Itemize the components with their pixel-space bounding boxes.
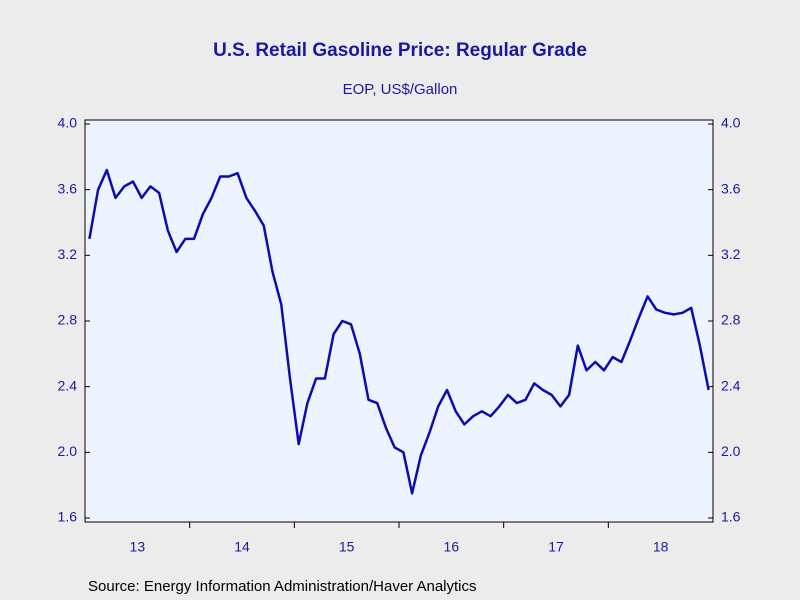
y-tick-label: 3.6 (58, 180, 78, 196)
y2-tick-label: 3.2 (721, 246, 741, 262)
y-tick-label: 2.0 (58, 443, 78, 459)
x-tick-label: 14 (234, 539, 250, 555)
y-tick-label: 2.8 (58, 312, 78, 328)
x-tick-label: 13 (130, 539, 146, 555)
y-tick-label: 3.2 (58, 246, 78, 262)
y2-tick-label: 1.6 (721, 509, 741, 525)
y-tick-label: 4.0 (58, 115, 78, 131)
y2-tick-label: 4.0 (721, 115, 741, 131)
plot-area (84, 119, 714, 523)
x-tick-label: 15 (339, 539, 355, 555)
source-note: Source: Energy Information Administratio… (88, 578, 477, 595)
y-tick-label: 2.4 (58, 377, 78, 393)
y-tick-label: 1.6 (58, 509, 78, 525)
x-tick-label: 18 (653, 539, 669, 555)
chart-title: U.S. Retail Gasoline Price: Regular Grad… (213, 40, 587, 61)
y2-tick-label: 3.6 (721, 180, 741, 196)
data-line (88, 168, 710, 495)
y2-tick-label: 2.0 (721, 443, 741, 459)
chart-subtitle: EOP, US$/Gallon (343, 81, 458, 98)
y2-tick-label: 2.8 (721, 312, 741, 328)
y2-tick-label: 2.4 (721, 377, 741, 393)
x-tick-label: 17 (548, 539, 564, 555)
x-tick-label: 16 (444, 539, 460, 555)
